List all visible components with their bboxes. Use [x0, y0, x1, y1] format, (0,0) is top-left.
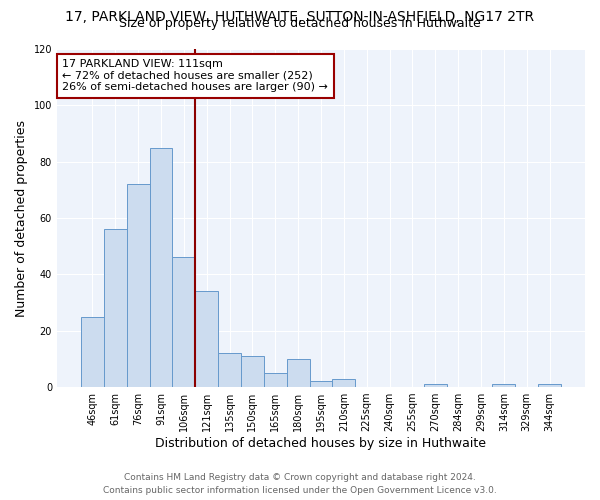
Bar [538, 384, 561, 387]
Bar [264, 373, 287, 387]
Bar [332, 378, 355, 387]
Text: 17, PARKLAND VIEW, HUTHWAITE, SUTTON-IN-ASHFIELD, NG17 2TR: 17, PARKLAND VIEW, HUTHWAITE, SUTTON-IN-… [65, 10, 535, 24]
Bar [195, 292, 218, 387]
Bar [218, 354, 241, 387]
Bar [310, 382, 332, 387]
Bar [172, 258, 195, 387]
Text: Size of property relative to detached houses in Huthwaite: Size of property relative to detached ho… [119, 18, 481, 30]
Text: 17 PARKLAND VIEW: 111sqm
← 72% of detached houses are smaller (252)
26% of semi-: 17 PARKLAND VIEW: 111sqm ← 72% of detach… [62, 59, 328, 92]
X-axis label: Distribution of detached houses by size in Huthwaite: Distribution of detached houses by size … [155, 437, 487, 450]
Bar [81, 316, 104, 387]
Bar [493, 384, 515, 387]
Bar [127, 184, 149, 387]
Bar [287, 359, 310, 387]
Text: Contains HM Land Registry data © Crown copyright and database right 2024.
Contai: Contains HM Land Registry data © Crown c… [103, 473, 497, 495]
Y-axis label: Number of detached properties: Number of detached properties [15, 120, 28, 316]
Bar [104, 230, 127, 387]
Bar [424, 384, 446, 387]
Bar [241, 356, 264, 387]
Bar [149, 148, 172, 387]
